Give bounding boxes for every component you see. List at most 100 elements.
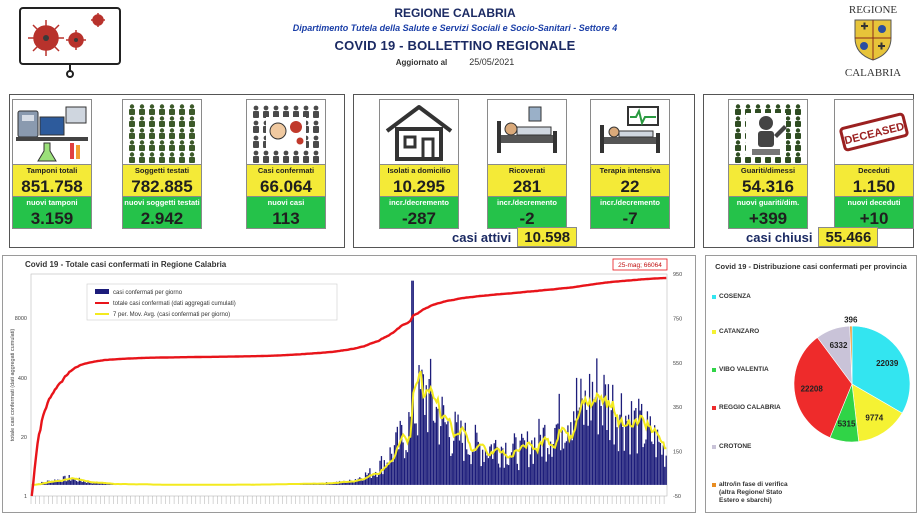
province-legend-item: COSENZA xyxy=(712,293,798,301)
daily-bar xyxy=(392,461,394,485)
daily-bar xyxy=(526,431,529,485)
daily-bar xyxy=(78,477,80,485)
update-line: Aggiornato al 25/05/2021 xyxy=(250,57,660,67)
daily-bar xyxy=(587,425,589,485)
cumulative-total-line xyxy=(30,276,667,497)
active-cases-value: 10.598 xyxy=(517,227,578,247)
daily-bar xyxy=(479,445,481,485)
daily-bar xyxy=(561,430,563,485)
daily-bar xyxy=(603,374,605,485)
latest-total-annotation: 25-mag; 66064 xyxy=(612,258,668,271)
daily-bar xyxy=(476,432,478,485)
daily-bar xyxy=(610,410,612,485)
daily-bar xyxy=(551,456,553,485)
card-sub-label: nuovi soggetti testati xyxy=(122,197,202,208)
daily-bar xyxy=(467,454,469,485)
daily-bar xyxy=(49,482,52,485)
daily-bar xyxy=(584,390,586,485)
card-terapia-intensiva: Terapia intensiva 22 incr./decremento -7 xyxy=(590,99,670,229)
daily-bar xyxy=(382,474,384,485)
daily-bar xyxy=(411,280,413,485)
card-sub-value: 2.942 xyxy=(122,208,202,229)
daily-bar xyxy=(340,481,342,485)
legend-entry: casi confermati per giorno xyxy=(113,290,183,296)
daily-bar xyxy=(642,447,644,485)
daily-bar xyxy=(429,358,432,485)
daily-bar xyxy=(600,405,602,485)
daily-bar xyxy=(84,482,86,485)
daily-bar xyxy=(107,484,109,485)
daily-bar xyxy=(648,424,650,485)
daily-bar xyxy=(466,449,468,485)
daily-bar xyxy=(542,427,544,485)
daily-bar xyxy=(630,401,633,485)
daily-bar xyxy=(593,399,595,485)
daily-bar xyxy=(341,482,344,485)
daily-bar xyxy=(461,442,464,485)
daily-bar xyxy=(570,422,572,485)
legend-label: REGGIO CALABRIA xyxy=(719,404,781,411)
daily-bar xyxy=(640,403,643,485)
daily-bar xyxy=(627,414,630,485)
daily-bar xyxy=(432,420,435,485)
daily-bar xyxy=(535,448,537,485)
daily-bar xyxy=(421,369,423,485)
card-sub-label: incr./decremento xyxy=(487,197,567,208)
cases-chart-title: Covid 19 - Totale casi confermati in Reg… xyxy=(25,260,227,269)
daily-bar xyxy=(612,384,614,485)
daily-bar xyxy=(370,478,372,485)
daily-bar xyxy=(538,418,540,485)
daily-bar xyxy=(51,480,53,485)
daily-bar xyxy=(427,432,429,485)
daily-bar xyxy=(97,482,99,485)
deceased-stamp-icon: DECEASED xyxy=(834,99,914,165)
card-casi-confermati: Casi confermati 66.064 nuovi casi 113 xyxy=(246,99,326,229)
daily-bar xyxy=(373,475,375,485)
legend-label: CATANZARO xyxy=(719,328,760,335)
daily-bar xyxy=(428,379,430,485)
daily-bar xyxy=(578,407,581,485)
active-cases: casi attivi 10.598 xyxy=(452,227,578,247)
daily-bar xyxy=(61,482,63,485)
closed-cases-panel: Guariti/dimessi 54.316 nuovi guariti/dim… xyxy=(703,94,914,248)
daily-bar xyxy=(626,421,628,485)
daily-bar xyxy=(558,393,560,485)
daily-bar xyxy=(606,430,608,485)
pie-value-label: 22208 xyxy=(801,385,824,394)
house-icon xyxy=(379,99,459,165)
daily-bar xyxy=(100,482,102,485)
daily-bar xyxy=(664,466,666,485)
daily-bar xyxy=(652,444,654,485)
bulletin-header: REGIONE CALABRIA Dipartimento Tutela del… xyxy=(250,6,660,67)
daily-bar xyxy=(629,454,631,485)
daily-bar xyxy=(388,464,390,485)
daily-bar xyxy=(588,373,591,485)
daily-bar xyxy=(444,422,446,485)
daily-bar xyxy=(457,414,459,485)
daily-bar xyxy=(65,481,67,485)
right-axis-tick: 750 xyxy=(673,316,682,322)
daily-bar xyxy=(468,454,471,485)
daily-bar xyxy=(492,458,494,485)
daily-bar xyxy=(499,467,501,485)
daily-bar xyxy=(518,470,520,485)
daily-bar xyxy=(87,481,89,485)
daily-bar xyxy=(403,458,406,485)
pie-slice xyxy=(851,383,903,442)
daily-bar xyxy=(541,456,543,485)
updated-label: Aggiornato al xyxy=(395,58,448,67)
icu-bed-icon xyxy=(590,99,670,165)
daily-bar xyxy=(599,397,601,485)
card-value: 281 xyxy=(487,176,567,197)
daily-bar xyxy=(484,448,487,485)
province-legend-item: CROTONE xyxy=(712,443,798,451)
daily-bar xyxy=(346,482,348,485)
daily-bar xyxy=(447,421,449,485)
daily-bar xyxy=(522,437,524,485)
province-legend-item: altro/in fase di verifica (altra Regione… xyxy=(712,481,798,505)
daily-bar xyxy=(414,423,416,485)
crest-bottom-text: CALABRIA xyxy=(844,67,902,79)
card-label: Deceduti xyxy=(834,165,914,176)
daily-bar xyxy=(334,483,336,485)
daily-bar xyxy=(560,450,562,485)
